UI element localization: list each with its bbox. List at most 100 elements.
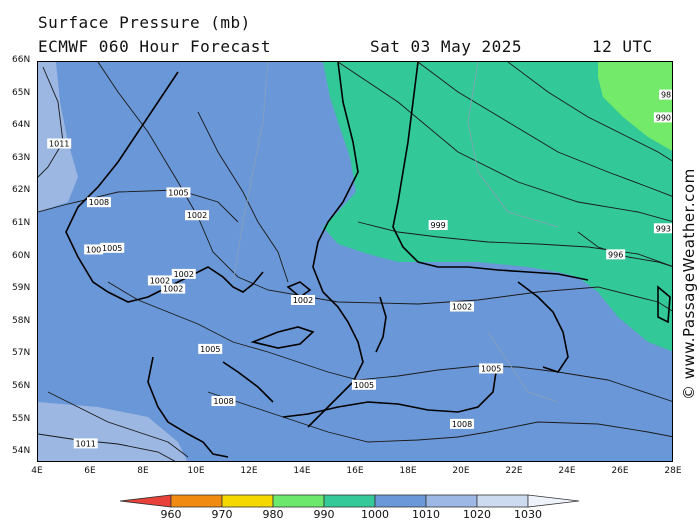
svg-text:98: 98 xyxy=(661,91,671,100)
lat-tick-label: 59N xyxy=(12,283,31,294)
svg-text:1002: 1002 xyxy=(163,285,183,294)
contour-label: 1005 xyxy=(351,379,376,390)
svg-text:1005: 1005 xyxy=(102,244,122,253)
pressure-legend xyxy=(119,494,580,508)
lon-tick-label: 14E xyxy=(293,466,311,476)
contour-label: 100 xyxy=(84,244,104,255)
contour-label: 1008 xyxy=(211,396,236,407)
legend-label: 1020 xyxy=(463,508,491,521)
lon-tick-label: 4E xyxy=(31,466,43,476)
legend-label: 970 xyxy=(211,508,233,521)
svg-text:1002: 1002 xyxy=(293,296,313,305)
lat-tick-label: 57N xyxy=(12,348,31,359)
contour-label: 1002 xyxy=(171,268,196,279)
lon-tick-label: 8E xyxy=(137,466,149,476)
legend-label: 960 xyxy=(160,508,182,521)
lon-tick-label: 24E xyxy=(558,466,576,476)
contour-label: 999 xyxy=(428,220,448,231)
svg-text:1002: 1002 xyxy=(187,211,207,220)
lat-tick-label: 60N xyxy=(12,250,31,261)
contour-label: 993 xyxy=(653,223,672,234)
contour-label: 1002 xyxy=(147,275,172,286)
svg-text:996: 996 xyxy=(608,250,623,259)
lon-tick-label: 20E xyxy=(452,466,470,476)
svg-text:1008: 1008 xyxy=(213,397,233,406)
svg-text:1011: 1011 xyxy=(76,439,96,448)
contour-label: 1002 xyxy=(185,210,209,221)
legend-label: 990 xyxy=(313,508,335,521)
legend-swatch xyxy=(374,494,427,508)
pressure-zone-high-north xyxy=(38,62,78,212)
svg-text:100: 100 xyxy=(86,245,101,254)
lon-tick-label: 18E xyxy=(399,466,417,476)
isobar-lines xyxy=(38,62,672,461)
lat-tick-label: 54N xyxy=(12,446,31,457)
map-title: Surface Pressure (mb) xyxy=(38,13,251,32)
coastlines xyxy=(65,62,671,458)
pressure-map: 1011 1008 1005 1002 1005 100 1002 1002 1002 1002 1… xyxy=(37,61,673,462)
contour-label: 1005 xyxy=(479,363,504,374)
contour-label: 1005 xyxy=(198,343,223,354)
legend-label: 980 xyxy=(262,508,284,521)
lat-tick-label: 65N xyxy=(12,87,31,98)
lon-tick-label: 12E xyxy=(240,466,258,476)
svg-text:1005: 1005 xyxy=(200,345,220,354)
legend-label: 1010 xyxy=(412,508,440,521)
svg-text:1008: 1008 xyxy=(89,198,109,207)
svg-text:1002: 1002 xyxy=(150,276,170,285)
copyright-text: © www.PassageWeather.com xyxy=(680,168,698,400)
lon-tick-label: 26E xyxy=(611,466,629,476)
contour-label: 1011 xyxy=(47,138,72,149)
lat-tick-label: 62N xyxy=(12,185,31,196)
legend-swatch xyxy=(272,494,325,508)
contour-label: 1008 xyxy=(450,418,474,429)
lon-tick-label: 28E xyxy=(664,466,682,476)
lon-tick-label: 16E xyxy=(346,466,364,476)
legend-swatch xyxy=(476,494,529,508)
svg-text:1005: 1005 xyxy=(168,188,188,197)
country-borders xyxy=(232,62,559,403)
svg-text:1002: 1002 xyxy=(174,270,194,279)
svg-text:990: 990 xyxy=(656,113,671,122)
lat-tick-label: 63N xyxy=(12,152,31,163)
legend-swatch xyxy=(323,494,376,508)
lat-tick-label: 55N xyxy=(12,413,31,424)
contour-label: 996 xyxy=(606,249,626,260)
legend-label: 1000 xyxy=(361,508,389,521)
svg-text:993: 993 xyxy=(656,224,671,233)
lon-tick-label: 10E xyxy=(187,466,205,476)
legend-swatch xyxy=(221,494,274,508)
model-subtitle: ECMWF 060 Hour Forecast xyxy=(38,37,272,56)
lon-tick-label: 6E xyxy=(84,466,96,476)
contour-label: 1005 xyxy=(166,187,191,197)
svg-text:1005: 1005 xyxy=(354,381,374,390)
contour-labels: 1011100810051002100510010021002100210021… xyxy=(47,89,672,449)
svg-text:1008: 1008 xyxy=(452,420,472,429)
lat-tick-label: 58N xyxy=(12,315,31,326)
lat-tick-label: 61N xyxy=(12,218,31,228)
svg-text:999: 999 xyxy=(431,221,446,230)
contour-label: 1002 xyxy=(291,294,315,305)
legend-swatch xyxy=(425,494,478,508)
lat-tick-label: 66N xyxy=(12,55,31,65)
lat-tick-label: 56N xyxy=(12,381,31,392)
contour-label: 1011 xyxy=(73,438,98,449)
legend-swatch xyxy=(527,494,580,508)
forecast-time: 12 UTC xyxy=(592,37,653,56)
lon-tick-label: 22E xyxy=(505,466,523,476)
legend-label: 1030 xyxy=(514,508,542,521)
pressure-zone-below-990 xyxy=(598,62,672,151)
lat-tick-label: 64N xyxy=(12,120,31,131)
contour-label: 1008 xyxy=(86,197,111,208)
legend-swatch xyxy=(170,494,223,508)
contour-label: 1002 xyxy=(161,283,186,294)
contour-label: 1005 xyxy=(100,242,125,253)
contour-label: 1002 xyxy=(450,301,474,312)
contour-label: 98 xyxy=(659,89,672,100)
svg-text:1011: 1011 xyxy=(49,140,69,149)
contour-label: 990 xyxy=(653,112,672,123)
svg-text:1005: 1005 xyxy=(481,364,501,373)
svg-text:1002: 1002 xyxy=(452,303,472,312)
legend-swatch xyxy=(119,494,172,508)
forecast-date: Sat 03 May 2025 xyxy=(370,37,522,56)
